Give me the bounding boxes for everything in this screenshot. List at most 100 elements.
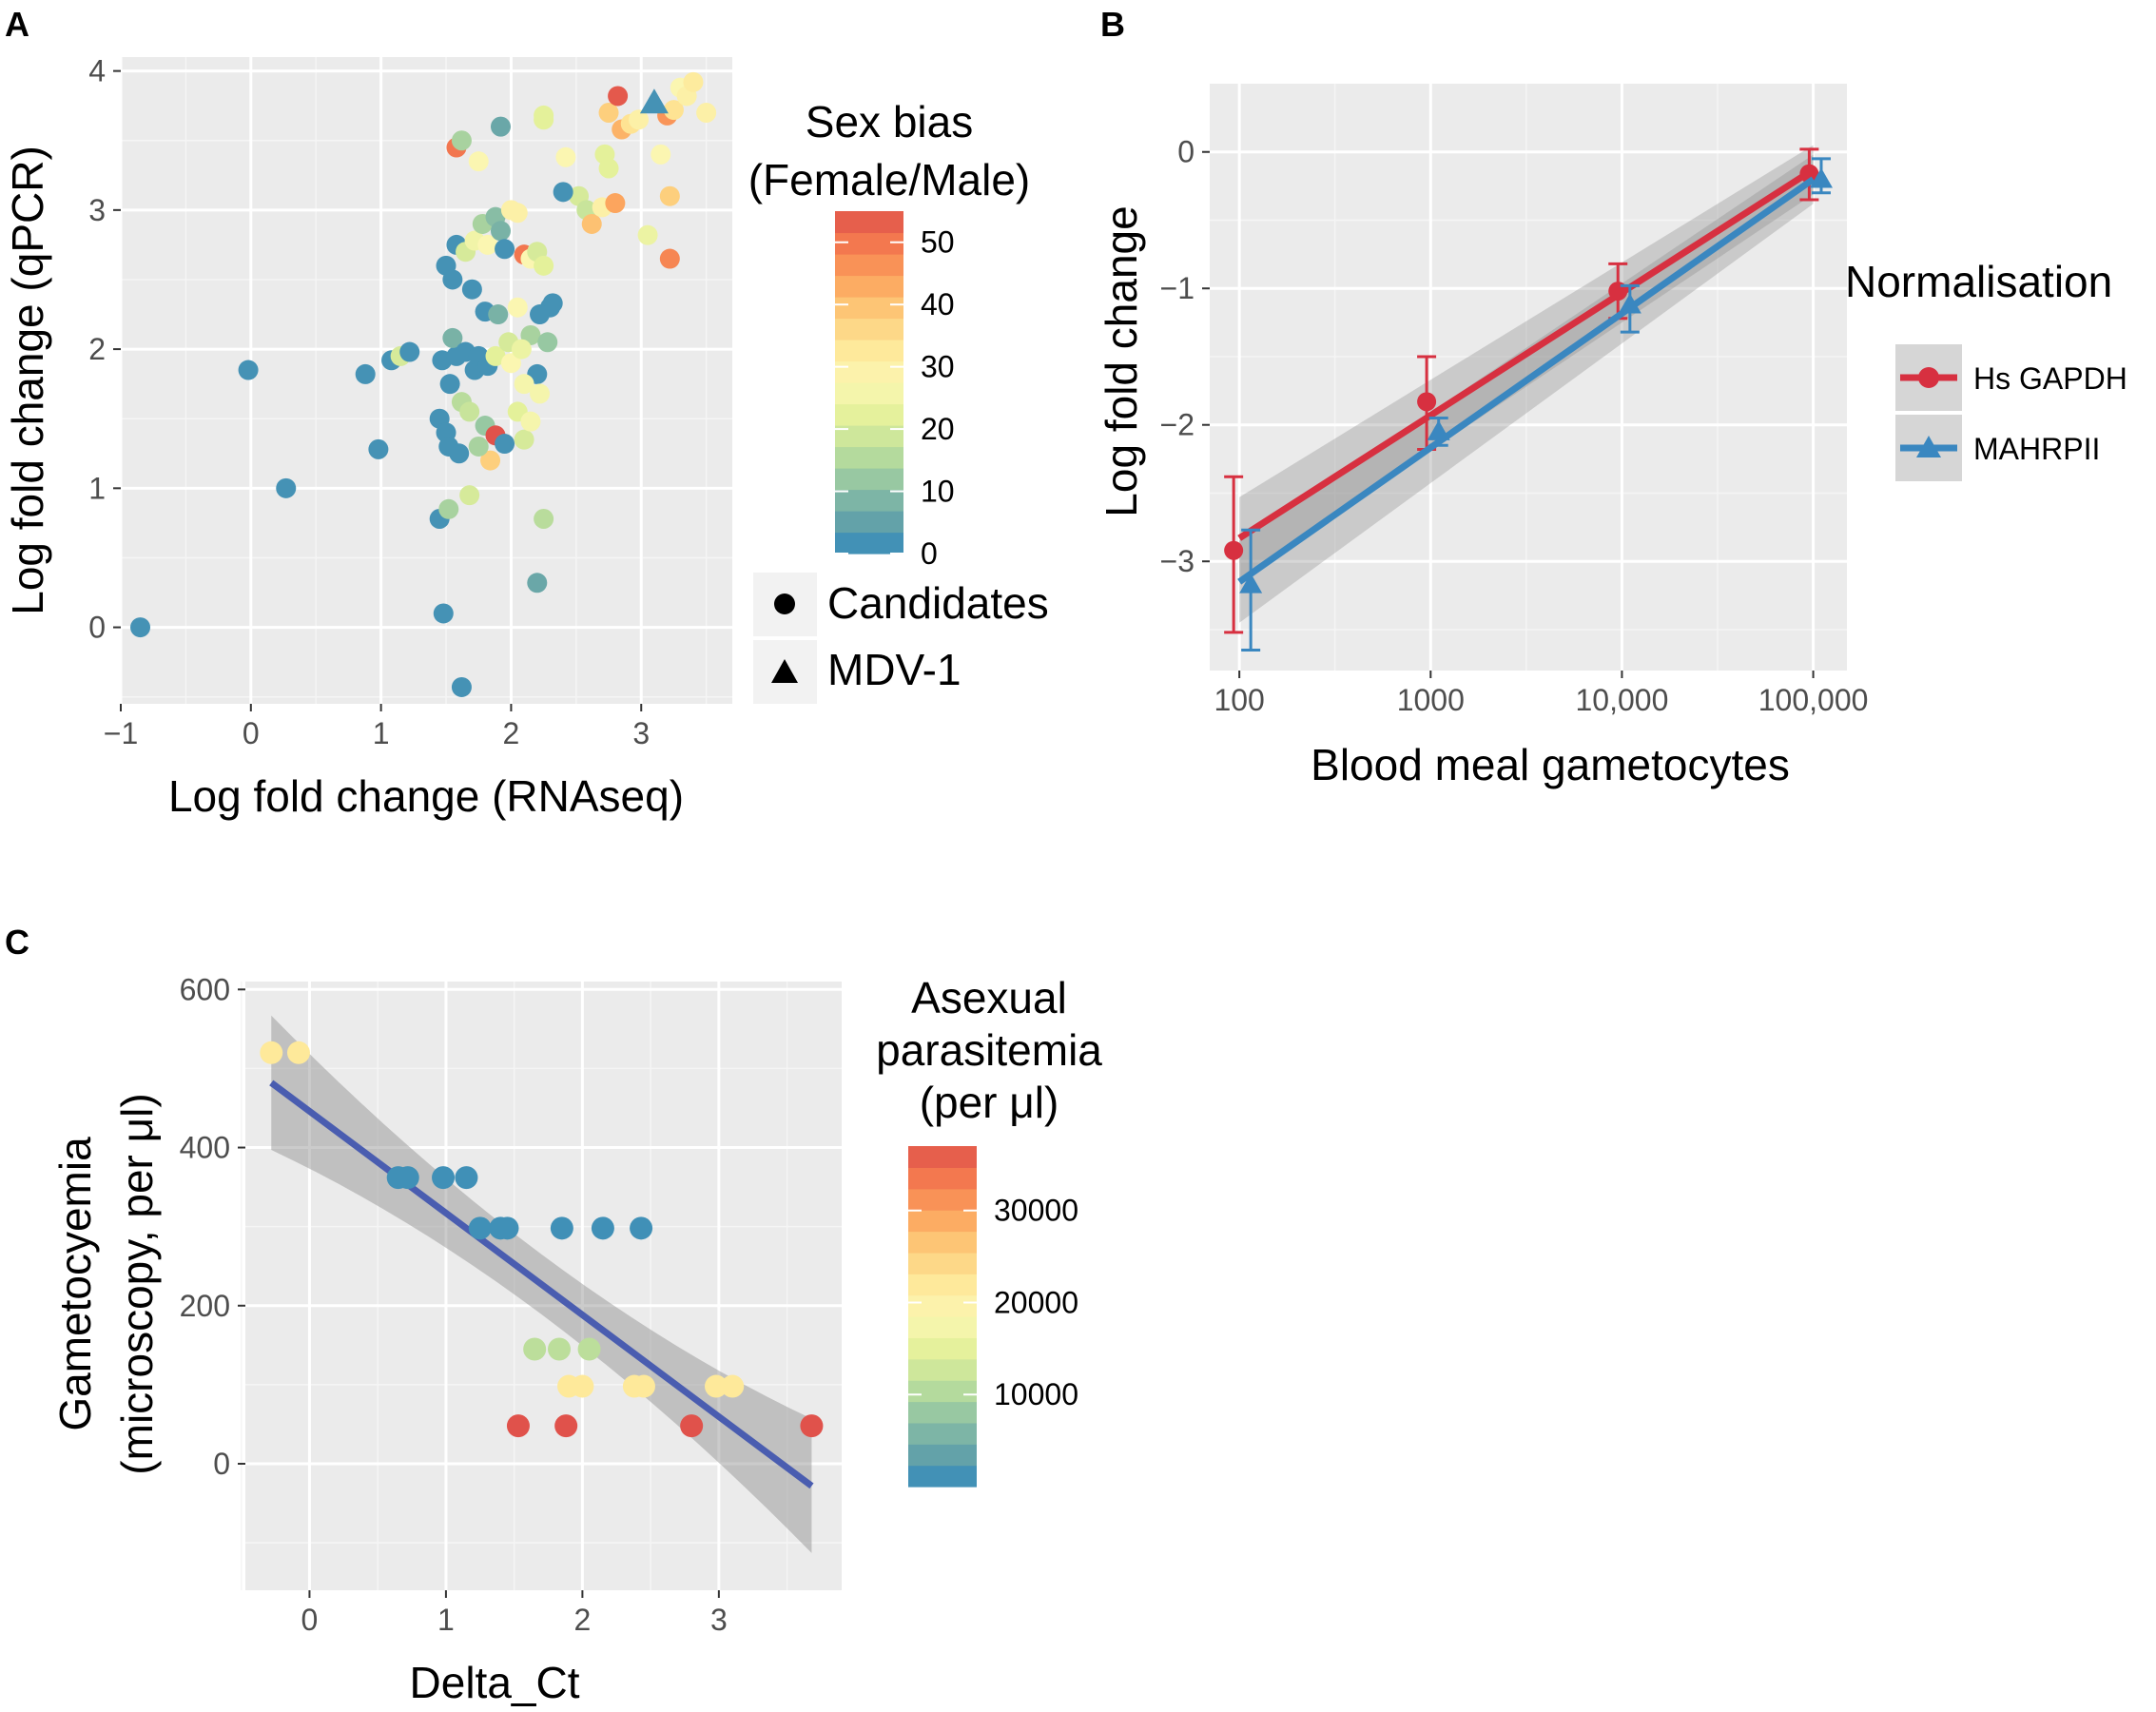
candidate-point-34 (507, 203, 528, 224)
mahrpii-point-1 (1427, 419, 1450, 440)
panel-a-y-tick-label-3: 3 (88, 193, 106, 227)
candidate-point-67 (490, 116, 511, 137)
candidate-point-62 (438, 498, 459, 519)
panel-c-colorbar-band-5 (908, 1358, 977, 1381)
candidate-point-93 (659, 248, 680, 269)
panel-a-colorbar-band-7 (835, 382, 903, 405)
panel-a-y-tick-label-0: 0 (88, 611, 106, 645)
candidate-point-71 (555, 146, 576, 167)
candidate-point-29 (477, 234, 498, 255)
panel-b-x-tick-label-0: 100 (1214, 683, 1264, 717)
candidate-point-40 (542, 293, 563, 314)
candidate-point-56 (495, 434, 515, 455)
candidate-point-1 (238, 360, 259, 380)
candidate-point-94 (553, 182, 573, 203)
panel-a-colorbar-band-9 (835, 340, 903, 362)
panel-c-x-axis-title: Delta_Ct (410, 1658, 580, 1707)
panel-b-x-tick-label-2: 10,000 (1576, 683, 1669, 717)
candidate-point-10 (451, 676, 472, 697)
panel-c-x-tick-label-1: 1 (437, 1603, 455, 1637)
panel-a-letter: A (5, 5, 29, 44)
candidate-point-14 (449, 443, 470, 464)
panel-a-x-tick-label-4: 3 (632, 716, 650, 750)
sample-point-3 (396, 1166, 419, 1190)
panel-a-color-legend: Sex bias (Female/Male) 0 10 20 30 40 50 (748, 97, 1031, 571)
candidate-point-48 (485, 345, 506, 366)
panel-a-colorbar-band-14 (835, 232, 903, 255)
candidate-point-2 (276, 477, 297, 498)
panel-a-colorbar-band-6 (835, 403, 903, 426)
panel-b-y-tick-label-3: 0 (1177, 135, 1195, 169)
panel-c-colorbar-band-15 (908, 1146, 977, 1168)
sample-point-0 (260, 1041, 283, 1064)
legend-label-mdv1: MDV-1 (827, 645, 961, 694)
panel-a-colorbar (835, 211, 903, 554)
panel-b-x-axis-title: Blood meal gametocytes (1311, 740, 1790, 789)
panel-b-ticks: 100 1000 10,000 100,000 −3 −2 −1 0 (1160, 135, 1869, 717)
panel-b-x-tick-label-1: 1000 (1397, 683, 1465, 717)
panel-b-y-axis-title: Log fold change (1097, 205, 1146, 516)
panel-a-x-tick-label-3: 2 (503, 716, 520, 750)
candidate-point-41 (530, 304, 551, 325)
panel-c-colorbar-band-6 (908, 1337, 977, 1360)
panel-a-colorbar-tick-label-4: 40 (921, 287, 955, 321)
panel-c-legend-title-line-3: (per μl) (920, 1078, 1059, 1127)
panel-a-colorbar-tick-label-2: 20 (921, 412, 955, 446)
panel-c-ticks: 0 1 2 3 0 200 400 600 (180, 972, 728, 1637)
panel-c-colorbar-band-13 (908, 1188, 977, 1211)
panel-a-y-axis-title: Log fold change (qPCR) (3, 146, 52, 615)
panel-c-colorbar-band-8 (908, 1294, 977, 1317)
panel-c-color-legend: Asexual parasitemia (per μl) 10000 20000 3… (876, 973, 1102, 1488)
panel-c-legend-title-line-1: Asexual (911, 973, 1067, 1022)
mahrpii-point-0 (1239, 573, 1263, 593)
hs-gapdh-point-3 (1799, 164, 1819, 184)
panel-a-y-tick-label-2: 2 (88, 332, 106, 366)
candidate-point-85 (651, 144, 671, 165)
candidate-point-38 (534, 255, 554, 276)
legend-circle-marker (774, 593, 795, 614)
sample-point-4 (432, 1166, 456, 1190)
panel-b-legend: Normalisation Hs GAPDH MAHRPII (1845, 257, 2127, 481)
candidate-point-90 (683, 71, 704, 92)
panel-a-colorbar-tick-label-3: 30 (921, 350, 955, 384)
mahrpii-point-2 (1618, 293, 1641, 314)
candidate-point-58 (514, 429, 534, 450)
sample-point-9 (550, 1216, 573, 1240)
mahrpii-point-3 (1809, 167, 1833, 188)
sample-point-23 (680, 1414, 704, 1438)
panel-a-colorbar-tick-label-0: 0 (921, 536, 938, 571)
legend-label-mahrpii: MAHRPII (1973, 432, 2100, 466)
panel-a-colorbar-band-11 (835, 297, 903, 320)
legend-label-hs-gapdh: Hs GAPDH (1973, 361, 2127, 396)
panel-a-x-tick-label-0: −1 (104, 716, 138, 750)
candidate-point-46 (530, 383, 551, 404)
panel-c-colorbar (908, 1146, 977, 1488)
legend-label-candidates: Candidates (827, 578, 1049, 628)
panel-a-plot-area (121, 57, 732, 704)
candidate-point-78 (605, 193, 626, 214)
panel-a-colorbar-band-5 (835, 425, 903, 448)
candidate-point-63 (534, 509, 554, 530)
panel-b-y-tick-label-1: −2 (1160, 408, 1195, 442)
panel-c-colorbar-band-14 (908, 1167, 977, 1190)
candidate-point-96 (488, 304, 509, 325)
candidate-point-91 (696, 102, 717, 123)
candidate-point-97 (507, 297, 528, 318)
panel-c: C 0 1 2 3 0 200 400 600 Delta_Ct Gametocyemia (… (5, 923, 1102, 1707)
panel-c-legend-title-line-2: parasitemia (876, 1025, 1102, 1075)
regression-line (269, 1080, 814, 1489)
candidate-point-84 (637, 224, 658, 245)
panel-c-letter: C (5, 923, 29, 962)
candidate-point-60 (468, 436, 489, 457)
sample-point-11 (630, 1216, 653, 1240)
panel-c-y-axis-title-line-1: Gametocyemia (50, 1137, 100, 1431)
panel-c-x-tick-label-2: 2 (573, 1603, 591, 1637)
sample-point-13 (548, 1337, 571, 1361)
panel-c-colorbar-tick-label-0: 10000 (994, 1377, 1078, 1411)
panel-c-points (260, 1041, 824, 1438)
panel-b-y-tick-label-0: −3 (1160, 544, 1195, 578)
panel-a-x-axis-title: Log fold change (RNAseq) (168, 771, 684, 821)
panel-a-y-tick-label-4: 4 (88, 54, 106, 88)
candidate-point-68 (468, 151, 489, 172)
